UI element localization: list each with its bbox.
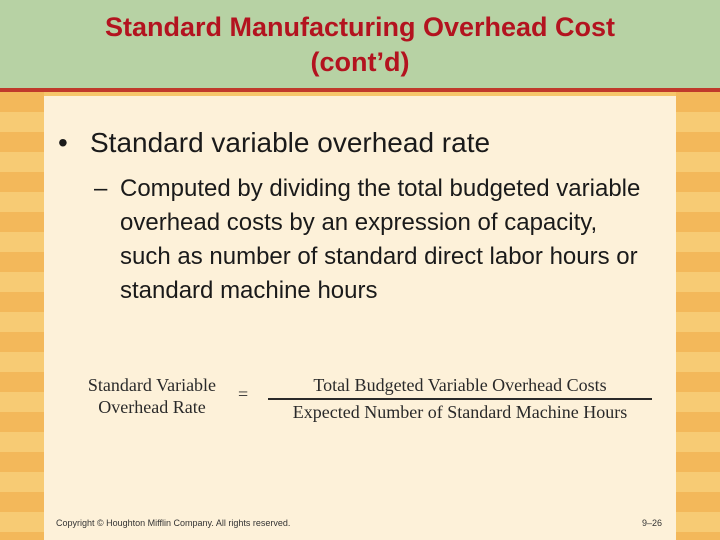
formula-numerator: Total Budgeted Variable Overhead Costs: [313, 375, 607, 395]
formula-fraction: Total Budgeted Variable Overhead Costs E…: [264, 374, 656, 423]
slide-title: Standard Manufacturing Overhead Cost (co…: [0, 10, 720, 80]
bullet-item: • Standard variable overhead rate: [58, 126, 658, 160]
overhead-rate-formula: Standard Variable Overhead Rate = Total …: [44, 372, 676, 432]
title-bar: [0, 0, 720, 88]
formula-left-side: Standard Variable Overhead Rate: [62, 374, 242, 418]
page-number: 9–26: [641, 518, 662, 528]
slide-title-line-1: Standard Manufacturing Overhead Cost: [104, 12, 616, 42]
bullet-marker: •: [58, 127, 68, 158]
sub-bullet-text: Computed by dividing the total budgeted …: [120, 175, 641, 304]
equals-sign: =: [238, 384, 249, 404]
sub-bullet-marker: –: [94, 175, 108, 202]
slide-title-line-2: (cont’d): [310, 47, 410, 77]
formula-lhs-line-1: Standard Variable: [87, 375, 217, 395]
formula-lhs-line-2: Overhead Rate: [98, 397, 206, 417]
sub-bullet-item: – Computed by dividing the total budgete…: [94, 172, 654, 308]
content-panel: [44, 96, 676, 540]
fraction-bar: [268, 398, 652, 400]
left-stripe-border: [0, 92, 44, 540]
formula-denominator: Expected Number of Standard Machine Hour…: [292, 401, 628, 422]
title-divider: [0, 88, 720, 92]
bullet-text: Standard variable overhead rate: [90, 127, 491, 158]
right-stripe-border: [676, 92, 720, 540]
copyright-notice: Copyright © Houghton Mifflin Company. Al…: [56, 518, 291, 528]
